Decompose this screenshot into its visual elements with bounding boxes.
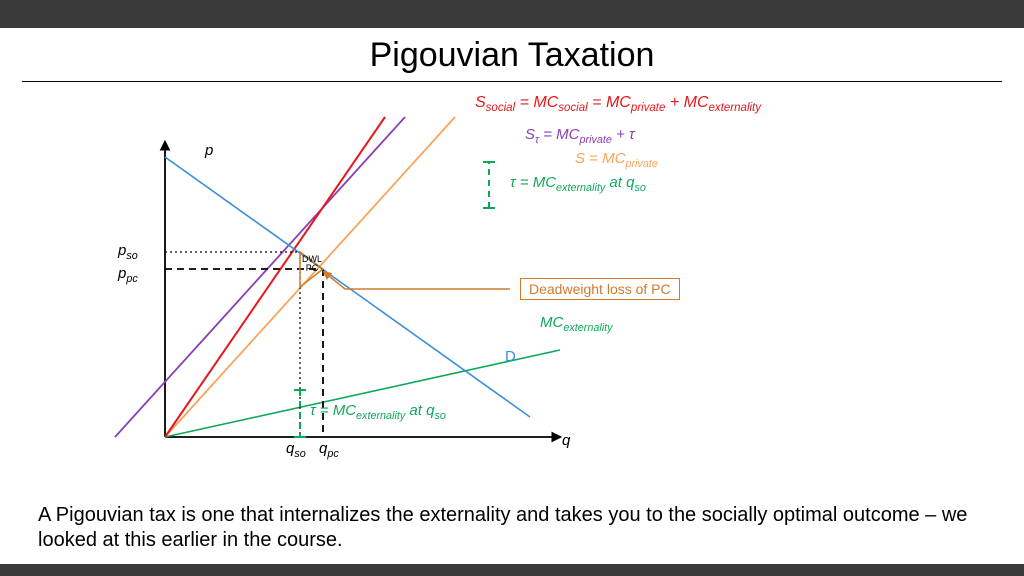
bottom-bar <box>0 564 1024 576</box>
slide-title: Pigouvian Taxation <box>0 28 1024 81</box>
demand-label: D <box>505 348 516 365</box>
q-so-label: qso <box>286 440 306 460</box>
p-so-label: pso <box>118 242 138 262</box>
chart-area: p q pso ppc qso qpc Ssocial = MCsocial =… <box>0 82 1024 502</box>
dwl-box-label: Deadweight loss of PC <box>520 278 680 300</box>
s-private-label: S = MCprivate <box>575 150 658 170</box>
s-tau-label: Sτ = MCprivate + τ <box>525 126 635 146</box>
chart-svg <box>0 82 1024 502</box>
y-axis-label: p <box>205 142 213 159</box>
top-bar <box>0 0 1024 28</box>
tau-eq-label: τ = MCexternality at qso <box>510 174 646 194</box>
q-pc-label: qpc <box>319 440 339 460</box>
body-text: A Pigouvian tax is one that internalizes… <box>38 503 986 554</box>
mc-ext-label: MCexternality <box>540 314 613 334</box>
p-pc-label: ppc <box>118 265 138 285</box>
dwl-small-label: DWLPC <box>302 255 322 273</box>
x-axis-label: q <box>562 432 570 449</box>
s-social-label: Ssocial = MCsocial = MCprivate + MCexter… <box>475 94 761 114</box>
tau-eq-lower-label: τ = MCexternality at qso <box>310 402 446 422</box>
